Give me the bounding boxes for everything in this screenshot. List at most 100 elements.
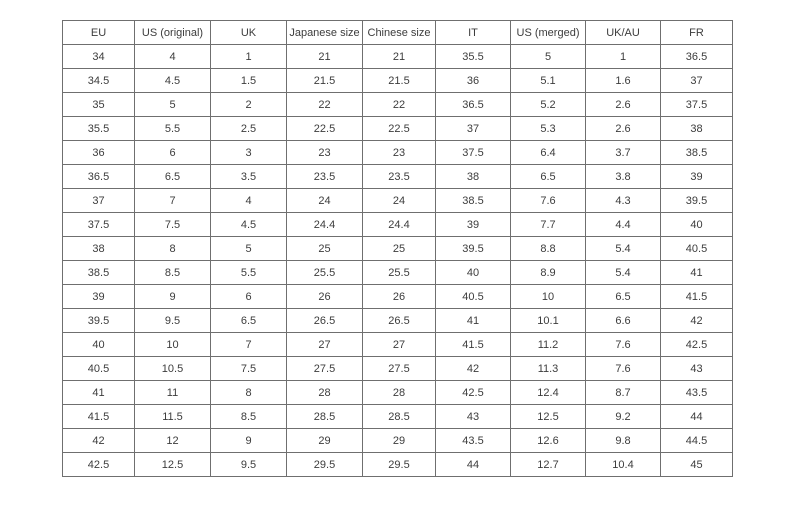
table-cell: 39.5	[62, 308, 135, 333]
table-cell: 12.5	[134, 452, 211, 477]
table-row: 41 11 8 28 28 42.5 12.4 8.7 43.5	[62, 380, 733, 405]
table-cell: 2.6	[585, 116, 661, 141]
table-cell: 11	[134, 380, 211, 405]
table-row: 37 7 4 24 24 38.5 7.6 4.3 39.5	[62, 188, 733, 213]
table-cell: 7.7	[510, 212, 586, 237]
table-cell: 9	[210, 428, 287, 453]
column-header: Japanese size	[286, 20, 363, 45]
table-cell: 5.5	[134, 116, 211, 141]
table-cell: 8.5	[210, 404, 287, 429]
table-cell: 43.5	[435, 428, 511, 453]
table-cell: 38.5	[62, 260, 135, 285]
table-cell: 45	[660, 452, 733, 477]
table-cell: 9	[134, 284, 211, 309]
table-cell: 4.3	[585, 188, 661, 213]
table-cell: 4.4	[585, 212, 661, 237]
table-body: 34 4 1 21 21 35.5 5 1 36.5 34.5 4.5 1.5 21.5 21.5 36 5.…	[62, 44, 733, 477]
table-cell: 10.5	[134, 356, 211, 381]
table-cell: 23.5	[362, 164, 436, 189]
table-cell: 12.4	[510, 380, 586, 405]
table-cell: 25	[286, 236, 363, 261]
table-cell: 9.2	[585, 404, 661, 429]
table-cell: 35.5	[62, 116, 135, 141]
table-cell: 44	[660, 404, 733, 429]
table-cell: 39.5	[435, 236, 511, 261]
table-cell: 5.5	[210, 260, 287, 285]
table-cell: 28	[362, 380, 436, 405]
table-cell: 7.6	[510, 188, 586, 213]
table-cell: 44.5	[660, 428, 733, 453]
table-cell: 29.5	[362, 452, 436, 477]
table-cell: 34.5	[62, 68, 135, 93]
table-cell: 26.5	[286, 308, 363, 333]
table-cell: 23.5	[286, 164, 363, 189]
table-cell: 22.5	[286, 116, 363, 141]
column-header: Chinese size	[362, 20, 436, 45]
table-cell: 41.5	[62, 404, 135, 429]
table-cell: 1.5	[210, 68, 287, 93]
table-cell: 27.5	[362, 356, 436, 381]
table-cell: 3.8	[585, 164, 661, 189]
table-cell: 29.5	[286, 452, 363, 477]
table-cell: 28	[286, 380, 363, 405]
table-cell: 23	[362, 140, 436, 165]
table-cell: 5.4	[585, 260, 661, 285]
table-cell: 38	[62, 236, 135, 261]
table-row: 42.5 12.5 9.5 29.5 29.5 44 12.7 10.4 45	[62, 452, 733, 477]
table-cell: 5.4	[585, 236, 661, 261]
table-cell: 21.5	[286, 68, 363, 93]
table-cell: 36.5	[660, 44, 733, 69]
table-cell: 36.5	[435, 92, 511, 117]
table-cell: 8.9	[510, 260, 586, 285]
table-cell: 2.6	[585, 92, 661, 117]
table-row: 40 10 7 27 27 41.5 11.2 7.6 42.5	[62, 332, 733, 357]
column-header: FR	[660, 20, 733, 45]
table-row: 36.5 6.5 3.5 23.5 23.5 38 6.5 3.8 39	[62, 164, 733, 189]
table-cell: 24	[286, 188, 363, 213]
table-cell: 4	[210, 188, 287, 213]
table-cell: 3.5	[210, 164, 287, 189]
table-row: 39 9 6 26 26 40.5 10 6.5 41.5	[62, 284, 733, 309]
table-container: EU US (original) UK Japanese size Chinese si…	[62, 20, 733, 477]
table-row: 39.5 9.5 6.5 26.5 26.5 41 10.1 6.6 42	[62, 308, 733, 333]
table-cell: 24.4	[362, 212, 436, 237]
table-cell: 38	[435, 164, 511, 189]
table-cell: 29	[286, 428, 363, 453]
table-cell: 36	[62, 140, 135, 165]
table-cell: 6.5	[585, 284, 661, 309]
table-row: 34 4 1 21 21 35.5 5 1 36.5	[62, 44, 733, 69]
table-cell: 21	[362, 44, 436, 69]
column-header: US (merged)	[510, 20, 586, 45]
table-cell: 36.5	[62, 164, 135, 189]
table-cell: 37	[62, 188, 135, 213]
table-cell: 21	[286, 44, 363, 69]
table-cell: 3.7	[585, 140, 661, 165]
table-cell: 8.7	[585, 380, 661, 405]
table-cell: 22.5	[362, 116, 436, 141]
table-cell: 41	[660, 260, 733, 285]
table-cell: 36	[435, 68, 511, 93]
table-cell: 12	[134, 428, 211, 453]
table-cell: 27.5	[286, 356, 363, 381]
table-cell: 39	[62, 284, 135, 309]
table-cell: 11.3	[510, 356, 586, 381]
table-cell: 2.5	[210, 116, 287, 141]
table-cell: 41.5	[660, 284, 733, 309]
column-header: UK	[210, 20, 287, 45]
table-cell: 23	[286, 140, 363, 165]
table-cell: 28.5	[286, 404, 363, 429]
table-cell: 24.4	[286, 212, 363, 237]
table-cell: 44	[435, 452, 511, 477]
table-cell: 10.1	[510, 308, 586, 333]
table-cell: 38.5	[435, 188, 511, 213]
table-cell: 41	[62, 380, 135, 405]
table-cell: 42	[660, 308, 733, 333]
column-header: IT	[435, 20, 511, 45]
table-cell: 22	[362, 92, 436, 117]
size-conversion-table: EU US (original) UK Japanese size Chinese si…	[62, 20, 733, 477]
table-cell: 8.5	[134, 260, 211, 285]
table-cell: 8.8	[510, 236, 586, 261]
table-cell: 12.7	[510, 452, 586, 477]
table-cell: 21.5	[362, 68, 436, 93]
